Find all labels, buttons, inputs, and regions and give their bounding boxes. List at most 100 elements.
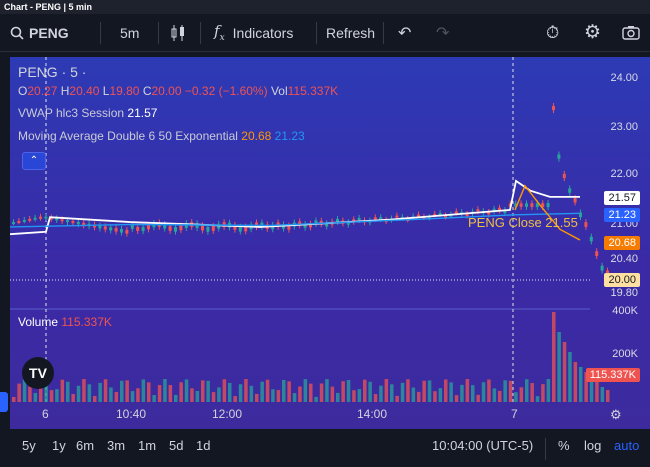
chart-type-button[interactable] [170,14,186,51]
vwap-price-tag: 21.57 [604,191,640,205]
price-tick: 20.40 [610,253,638,265]
collapse-legend-button[interactable]: ⌃ [22,152,46,170]
range-1m[interactable]: 1m [138,438,157,453]
volume-bar [168,385,173,402]
volume-bar [384,379,389,402]
log-toggle[interactable]: log [584,438,602,453]
time-tick: 12:00 [212,407,243,421]
alert-button[interactable]: ⏱ [546,14,559,51]
redo-button[interactable]: ↷ [436,14,449,51]
candle [352,219,356,222]
symbol-search[interactable]: PENG [10,14,69,51]
tradingview-logo[interactable]: TV [22,357,54,389]
volume-bar [309,383,313,402]
volume-bar [87,384,92,402]
refresh-button[interactable]: Refresh [326,24,376,41]
candle [346,222,350,225]
range-6m[interactable]: 6m [76,438,95,453]
chart-settings-button[interactable]: ⚙ [610,407,622,423]
candle [503,210,507,214]
volume-bar [238,384,243,402]
candles-icon [171,24,184,41]
range-1d[interactable]: 1d [196,438,211,453]
volume-bar [395,395,399,402]
candle [525,203,528,207]
candle [238,226,242,232]
volume-bar [39,381,43,402]
candle [206,226,210,232]
volume-bar [330,386,335,402]
volume-bar [271,389,275,402]
toolbar-divider [158,22,159,44]
volume-bar [557,332,561,402]
candle [168,226,172,231]
range-3m[interactable]: 3m [107,438,126,453]
interval-button[interactable]: 5m [120,24,140,41]
volume-bar [152,395,156,402]
candle [325,223,329,227]
volume-bar [514,392,518,402]
volume-bar [552,312,556,402]
range-5y[interactable]: 5y [22,438,36,453]
candle [60,219,64,222]
candle [179,225,183,231]
candle [444,215,447,218]
gear-icon: ⚙ [584,22,602,43]
volume-bar [195,391,200,402]
volume-bar [44,380,48,402]
left-drawer-handle[interactable] [0,392,8,412]
volume-bar [454,395,459,402]
volume-bar [460,384,464,402]
candle [22,219,26,222]
candle [379,217,383,220]
volume-bar [411,387,416,402]
volume-bar [492,388,497,402]
redo-icon: ↷ [436,24,450,42]
price-tick: 24.00 [610,72,638,84]
range-5d[interactable]: 5d [169,438,184,453]
volume-bar [400,382,405,402]
volume-bar [28,386,32,402]
chart-area[interactable]: PENG · 5 · O20.27 H20.40 L19.80 C20.00 −… [10,57,650,429]
volume-bar [33,392,38,402]
price-chart[interactable] [10,57,650,429]
legend-ma[interactable]: Moving Average Double 6 50 Exponential 2… [18,129,305,143]
candle [514,203,518,207]
candle [476,209,480,212]
candle [66,220,69,223]
volume-bar [184,379,189,402]
settings-button[interactable]: ⚙ [584,14,601,51]
snapshot-button[interactable] [622,14,640,51]
indicators-button[interactable]: fx Indicators [214,14,293,51]
candle [303,223,307,228]
volume-bar [357,389,362,402]
auto-toggle[interactable]: auto [614,438,640,453]
volume-bar [179,382,183,402]
clock[interactable]: 10:04:00 (UTC-5) [432,438,534,453]
legend-vwap[interactable]: VWAP hlc3 Session 21.57 [18,106,158,120]
price-axis[interactable]: 24.00 23.00 22.00 21.00 20.40 19.80 21.5… [585,57,650,429]
legend-symbol[interactable]: PENG · 5 · [18,64,87,80]
candle [287,225,291,230]
volume-bar [130,391,135,402]
volume-bar [93,395,97,402]
ma-long-line [10,212,581,228]
ma-long-price-tag: 21.23 [604,208,640,222]
candle [557,154,561,159]
vwap-line [10,179,580,236]
candle [147,225,150,230]
toolbar-divider [200,22,201,44]
volume-bar [519,387,524,402]
volume-bar [287,381,291,402]
range-1y[interactable]: 1y [52,438,66,453]
undo-button[interactable]: ↶ [398,14,411,51]
candle [109,227,113,231]
candle [211,226,215,231]
percent-toggle[interactable]: % [558,438,570,453]
candle [141,227,145,232]
candle [552,106,555,111]
volume-bar [157,384,162,402]
volume-bar [476,394,480,402]
volume-bar [444,379,448,402]
legend-volume[interactable]: Volume 115.337K [18,315,112,329]
